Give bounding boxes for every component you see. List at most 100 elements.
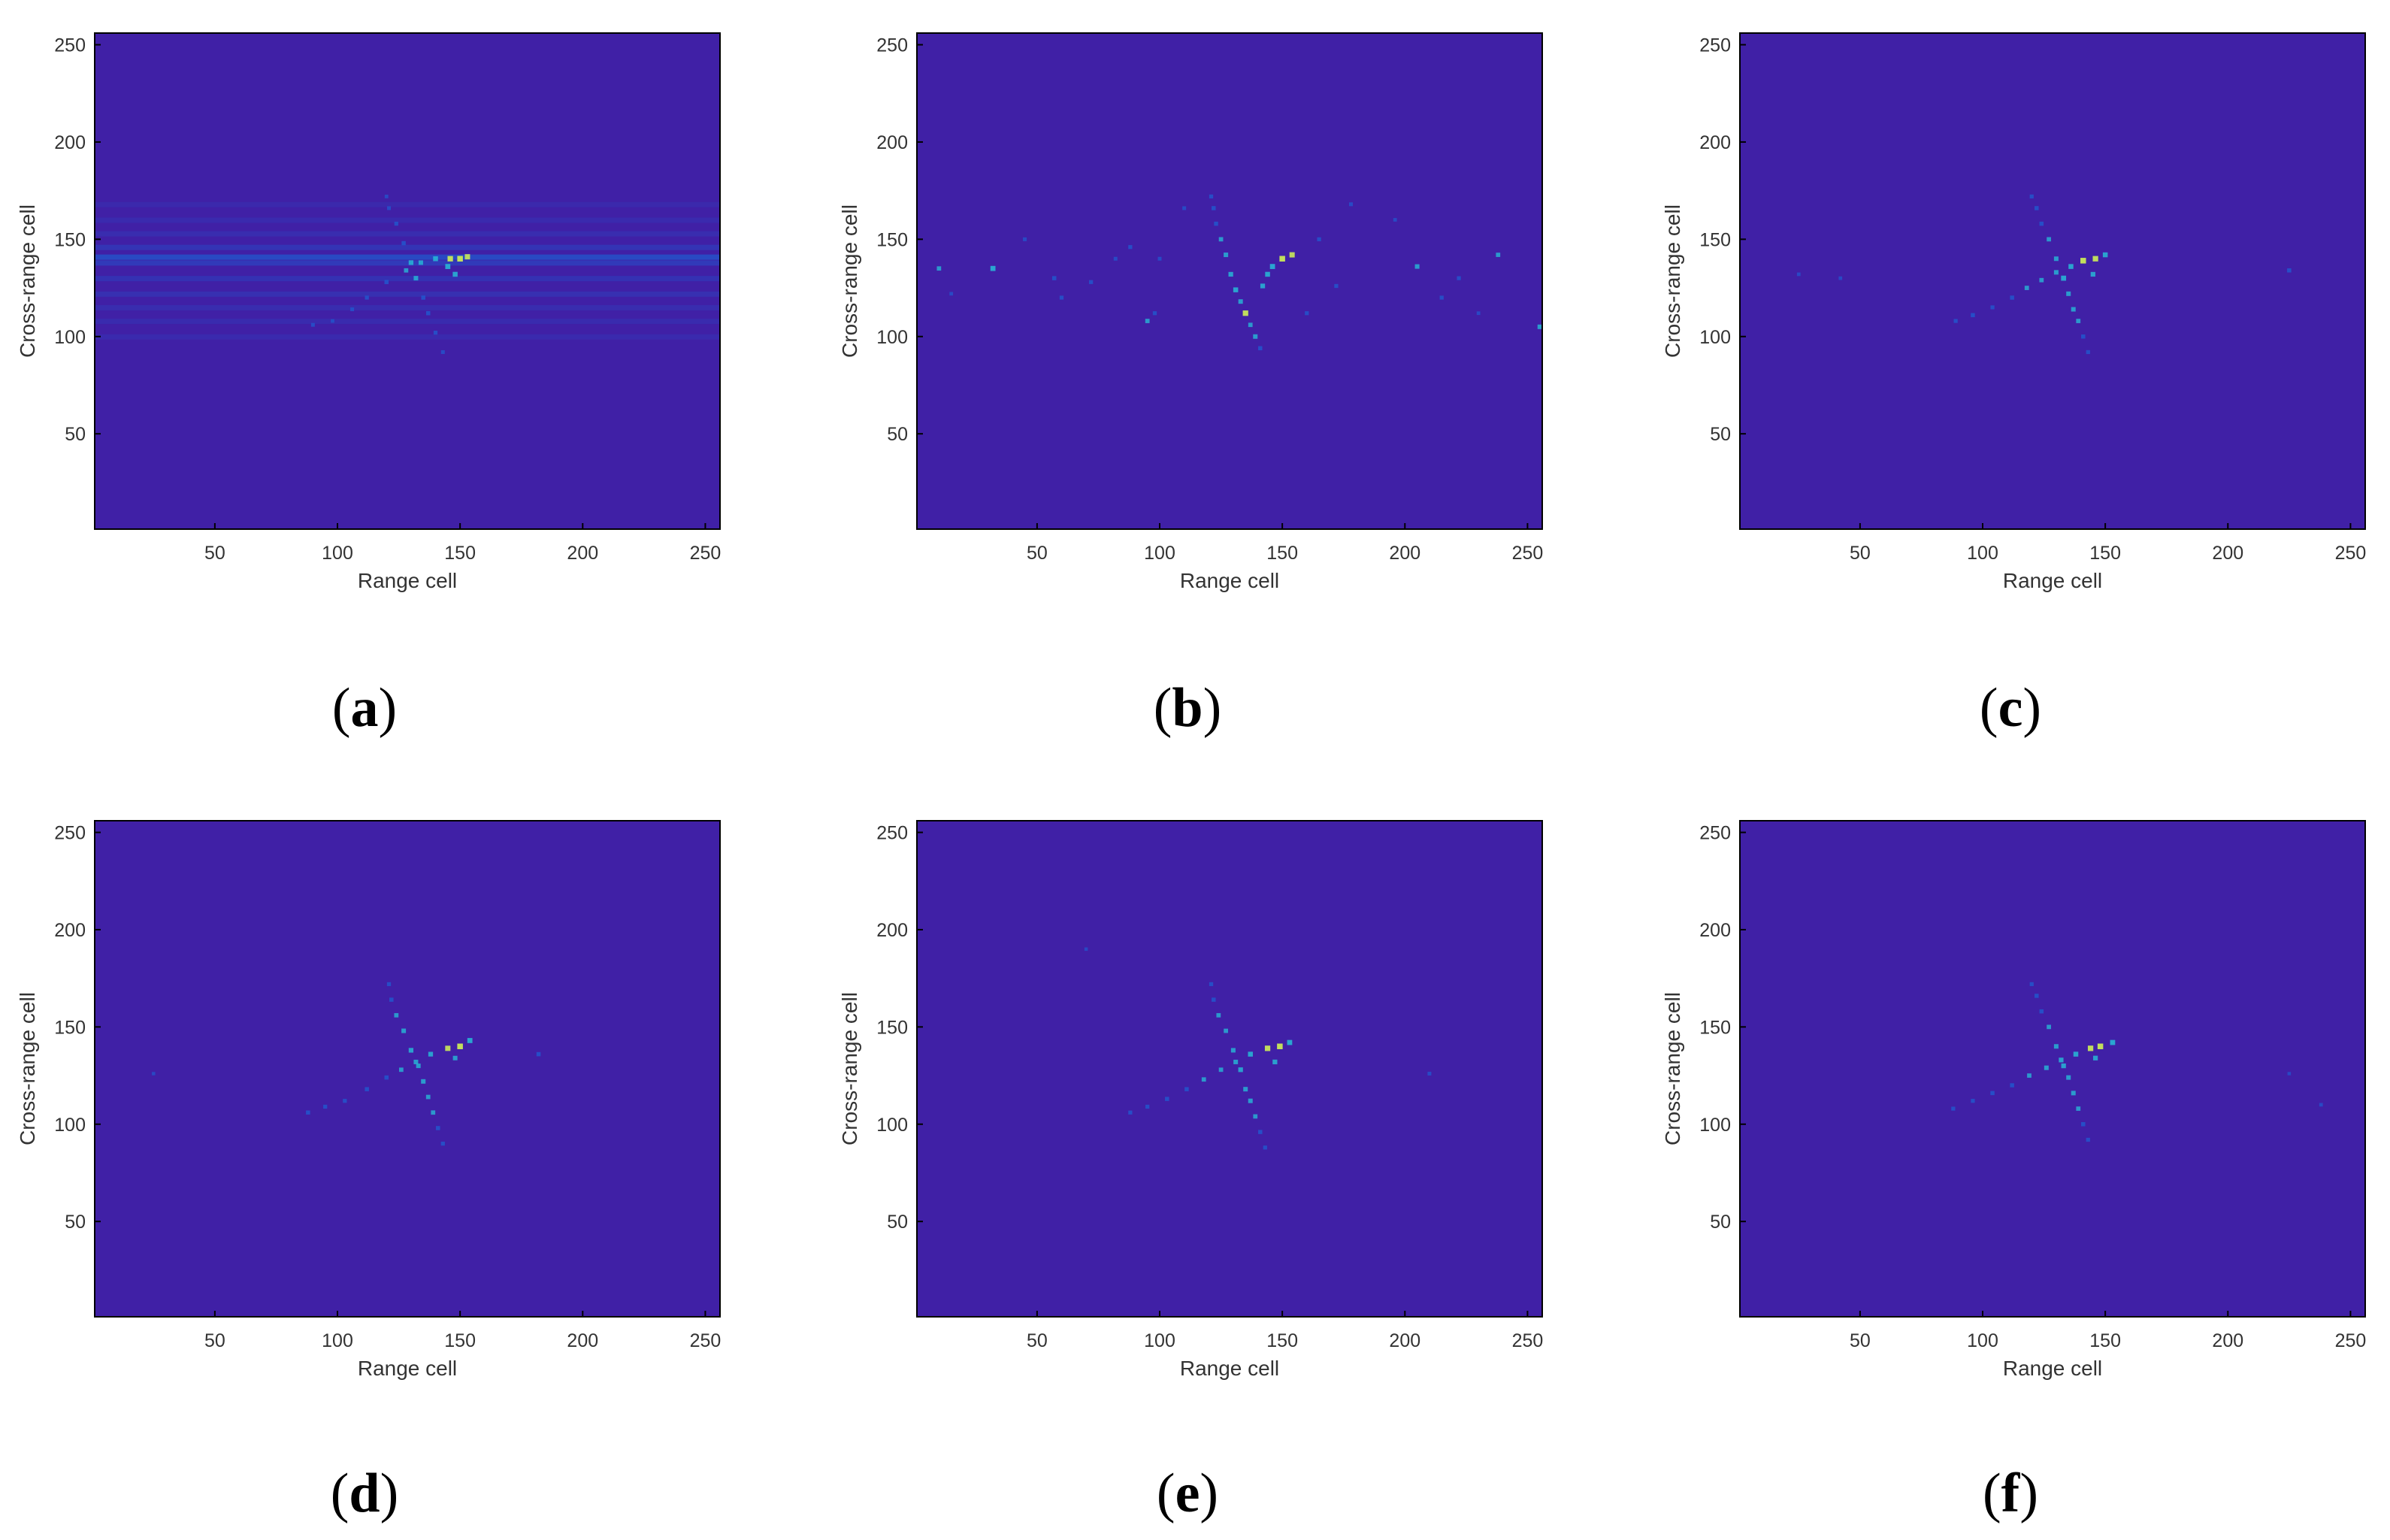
- y-tick-label-f-0: 50: [1710, 1212, 1731, 1233]
- bright-cell-f-1: [1971, 1099, 1975, 1103]
- bright-cell-a-15: [413, 276, 419, 281]
- bright-cell-f-14: [2071, 1091, 2076, 1096]
- bright-cell-a-20: [384, 195, 389, 198]
- plot-area-f: [1740, 821, 2365, 1317]
- x-tick-label-d-4: 250: [690, 1330, 722, 1351]
- bright-cell-a-12: [433, 330, 438, 335]
- y-axis-label-d: Cross-range cell: [16, 992, 39, 1145]
- x-axis-label-a: Range cell: [358, 569, 457, 592]
- x-tick-label-a-2: 150: [444, 543, 476, 564]
- bright-cell-a-17: [401, 241, 406, 246]
- bright-cell-b-24: [1317, 237, 1321, 241]
- bright-cell-d-20: [389, 997, 394, 1002]
- bright-cell-e-16: [1238, 1067, 1243, 1073]
- x-axis-label-d: Range cell: [358, 1357, 457, 1380]
- bright-cell-b-22: [1152, 311, 1157, 316]
- bright-cell-b-15: [1260, 283, 1266, 289]
- panel-c-label: (c): [1979, 677, 2042, 739]
- bright-cell-c-9: [2092, 256, 2098, 262]
- bright-cell-b-28: [1496, 253, 1501, 257]
- x-tick-label-a-0: 50: [204, 543, 225, 564]
- bright-cell-f-13: [2076, 1106, 2081, 1111]
- bright-cell-b-21: [1145, 319, 1150, 323]
- y-tick-label-f-2: 150: [1699, 1017, 1731, 1038]
- bright-cell-b-5: [1233, 287, 1239, 292]
- bright-cell-b-9: [1214, 221, 1218, 226]
- bright-cell-d-12: [436, 1126, 440, 1130]
- bright-cell-d-2: [343, 1099, 347, 1103]
- bright-cell-c-11: [2086, 349, 2090, 355]
- bright-cell-a-10: [464, 254, 470, 260]
- y-tick-label-e-0: 50: [887, 1212, 908, 1233]
- y-tick-label-c-3: 200: [1699, 132, 1731, 153]
- bright-cell-b-39: [1157, 256, 1162, 261]
- bright-cell-d-23: [452, 1055, 458, 1060]
- bright-cell-d-21: [386, 982, 392, 987]
- y-axis-label-c: Cross-range cell: [1661, 204, 1684, 358]
- bright-cell-c-16: [2061, 275, 2067, 281]
- y-tick-label-b-0: 50: [887, 424, 908, 445]
- panel-b-label: (b): [1153, 677, 1222, 739]
- bright-cell-f-16: [2061, 1063, 2066, 1069]
- y-tick-label-b-2: 150: [876, 229, 908, 250]
- streak-a-10: [95, 201, 720, 207]
- bright-cell-d-9: [457, 1043, 463, 1049]
- bright-cell-d-18: [401, 1028, 407, 1033]
- x-tick-label-a-3: 200: [567, 543, 598, 564]
- x-tick-label-c-1: 100: [1967, 543, 1998, 564]
- bright-cell-f-17: [2053, 1044, 2059, 1049]
- streak-a-9: [95, 217, 720, 223]
- bright-cell-b-19: [1051, 276, 1057, 280]
- bright-cell-e-23: [1427, 1071, 1432, 1076]
- bright-cell-b-23: [1128, 245, 1133, 250]
- bright-cell-b-33: [1334, 283, 1339, 289]
- bright-cell-f-19: [2039, 1009, 2044, 1014]
- x-tick-label-a-1: 100: [322, 543, 353, 564]
- plot-frame-b: [916, 32, 1543, 530]
- bright-cell-d-6: [413, 1059, 419, 1064]
- x-axis-label-b: Range cell: [1180, 569, 1279, 592]
- bright-cell-c-0: [1953, 319, 1958, 323]
- x-tick-label-d-2: 150: [444, 1330, 476, 1351]
- bright-cell-d-1: [323, 1104, 328, 1109]
- panel-f-label: (f): [1983, 1463, 2038, 1524]
- bright-cell-c-19: [2039, 221, 2044, 226]
- bright-cell-c-12: [2081, 334, 2086, 339]
- plot-frame-c: [1739, 32, 2366, 530]
- bright-cell-b-7: [1224, 253, 1229, 258]
- bright-cell-d-5: [398, 1067, 404, 1073]
- bright-cell-c-13: [2076, 319, 2081, 323]
- y-tick-label-e-1: 100: [876, 1115, 908, 1136]
- bright-cell-b-1: [1253, 334, 1258, 339]
- bright-cell-f-23: [2319, 1103, 2323, 1107]
- bright-cell-b-8: [1218, 237, 1224, 242]
- bright-cell-b-34: [1113, 256, 1118, 261]
- panel-d: 50 100 150 200 250 50 100 150 200 250 Range cell Cr…: [16, 820, 722, 1380]
- plot-frame-e: [916, 820, 1543, 1318]
- x-tick-label-d-0: 50: [204, 1330, 225, 1351]
- x-tick-label-b-4: 250: [1512, 543, 1544, 564]
- bright-cell-b-38: [949, 292, 954, 296]
- y-tick-label-e-2: 150: [876, 1017, 908, 1038]
- bright-cell-a-11: [440, 349, 445, 354]
- bright-cell-f-18: [2047, 1024, 2051, 1030]
- streak-a-8: [95, 231, 720, 237]
- bright-cell-d-24: [152, 1072, 156, 1076]
- bright-cell-b-10: [1212, 206, 1216, 210]
- bright-cell-f-5: [2044, 1065, 2049, 1070]
- streak-a-6: [95, 254, 720, 260]
- bright-cell-e-19: [1216, 1012, 1221, 1018]
- bright-cell-e-24: [1084, 947, 1088, 952]
- x-tick-label-b-3: 200: [1389, 543, 1420, 564]
- y-tick-label-a-2: 150: [54, 229, 86, 250]
- y-axis-label-e: Cross-range cell: [838, 992, 861, 1145]
- streak-a-5: [95, 260, 720, 266]
- bright-cell-f-7: [2073, 1051, 2079, 1057]
- y-tick-label-f-1: 100: [1699, 1115, 1731, 1136]
- bright-cell-d-19: [394, 1012, 399, 1018]
- bright-cell-e-3: [1184, 1087, 1189, 1091]
- panel-f: 50 100 150 200 250 50 100 150 200 250 Range cell Cr…: [1661, 820, 2366, 1380]
- bright-cell-c-8: [2080, 258, 2086, 264]
- plot-area-c: [1740, 33, 2365, 529]
